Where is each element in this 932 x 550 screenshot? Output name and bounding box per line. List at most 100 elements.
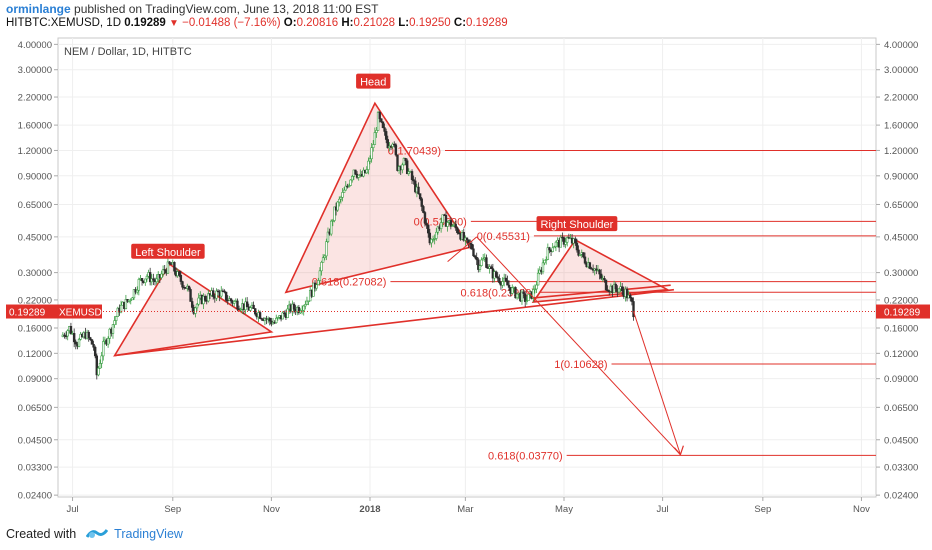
pattern-label-text: Left Shoulder xyxy=(135,247,201,259)
open-value: 0.20816 xyxy=(296,17,339,29)
candle-body xyxy=(258,312,262,319)
candle-body xyxy=(566,237,569,243)
candle-body xyxy=(300,310,304,312)
y-tick-label-left: 0.22000 xyxy=(18,295,52,306)
candle-body xyxy=(523,293,527,302)
candle-body xyxy=(407,171,411,174)
candle-body xyxy=(625,288,629,299)
candle-body xyxy=(275,317,278,323)
candle-body xyxy=(321,257,325,263)
candle-body xyxy=(632,301,635,318)
y-tick-label-right: 0.90000 xyxy=(884,171,918,182)
candle-body xyxy=(469,242,472,245)
candle-body xyxy=(317,280,320,286)
candle-body xyxy=(64,335,68,338)
candle-body xyxy=(370,147,373,160)
candle-body xyxy=(292,303,296,310)
candle-body xyxy=(144,278,147,283)
created-with-text: Created with xyxy=(6,527,77,541)
candle-body xyxy=(119,304,123,313)
candle-body xyxy=(559,236,562,248)
last-price: 0.19289 xyxy=(124,17,166,29)
candle-body xyxy=(347,185,351,187)
candle-body xyxy=(481,258,485,261)
candle-body xyxy=(281,312,284,320)
candle-body xyxy=(599,273,603,279)
author-name[interactable]: orminlange xyxy=(6,2,71,16)
candle-body xyxy=(179,274,183,282)
neckline xyxy=(114,288,675,357)
candle-body xyxy=(333,206,336,221)
candle-body xyxy=(236,300,239,310)
candle-body xyxy=(173,262,176,272)
chart-title: NEM / Dollar, 1D, HITBTC xyxy=(64,46,192,58)
y-tick-label-right: 0.65000 xyxy=(884,200,918,211)
candle-body xyxy=(97,367,100,376)
candle-body xyxy=(427,224,430,234)
candle-body xyxy=(606,289,609,292)
tradingview-logo-icon[interactable] xyxy=(85,527,108,542)
price-tag-right xyxy=(876,304,930,319)
candle-body xyxy=(224,291,228,301)
price-tag-left xyxy=(6,304,102,319)
y-tick-label-right: 3.00000 xyxy=(884,65,918,76)
candle-body xyxy=(349,179,352,186)
candle-body xyxy=(312,282,315,297)
candle-body xyxy=(233,300,236,304)
candle-body xyxy=(168,261,171,265)
y-tick-label-left: 0.30000 xyxy=(18,268,52,279)
candle-body xyxy=(462,232,465,241)
candle-body xyxy=(320,261,323,272)
candle-body xyxy=(433,238,436,240)
candle-body xyxy=(404,158,407,162)
candle-body xyxy=(490,266,493,269)
candle-body xyxy=(152,278,155,281)
candle-body xyxy=(617,288,621,293)
candle-body xyxy=(111,324,115,334)
low-value: 0.19250 xyxy=(409,17,451,29)
price-change: −0.01488 (−7.16%) xyxy=(182,17,281,29)
y-tick-label-left: 0.45000 xyxy=(18,232,52,243)
candle-body xyxy=(286,308,289,319)
candle-body xyxy=(276,316,280,319)
candle-body xyxy=(114,316,118,321)
y-tick-label-right: 0.22000 xyxy=(884,295,918,306)
candle-body xyxy=(439,222,443,230)
candle-body xyxy=(551,247,554,252)
low-label: L: xyxy=(398,17,410,29)
y-tick-label-left: 1.20000 xyxy=(18,146,52,157)
candle-body xyxy=(336,201,339,211)
candle-body xyxy=(454,223,457,229)
y-tick-label-left: 3.00000 xyxy=(18,65,52,76)
y-tick-label-right: 0.03300 xyxy=(884,463,918,474)
y-tick-label-right: 0.06500 xyxy=(884,403,918,414)
candle-body xyxy=(532,289,535,299)
candle-body xyxy=(203,295,207,301)
candle-body xyxy=(136,289,139,293)
candle-body xyxy=(494,271,498,277)
candle-body xyxy=(515,293,519,299)
y-tick-label-left: 0.65000 xyxy=(18,200,52,211)
candle-body xyxy=(394,144,398,156)
y-tick-label-left: 0.04500 xyxy=(18,435,52,446)
candle-body xyxy=(207,293,210,302)
candle-body xyxy=(541,262,545,273)
candle-body xyxy=(603,277,606,281)
candle-body xyxy=(414,180,417,193)
candle-body xyxy=(475,257,478,261)
candle-body xyxy=(630,297,634,302)
candle-body xyxy=(470,243,474,250)
candle-body xyxy=(604,279,608,291)
candle-body xyxy=(375,130,378,133)
candle-body xyxy=(160,273,163,278)
candle-body xyxy=(514,287,517,299)
candle-body xyxy=(195,303,199,309)
candle-body xyxy=(575,242,579,251)
candle-body xyxy=(315,284,318,289)
candle-body xyxy=(98,363,102,369)
candle-body xyxy=(163,269,166,271)
tradingview-brand[interactable]: TradingView xyxy=(114,527,183,541)
candle-body xyxy=(268,317,271,322)
candle-body xyxy=(417,186,420,194)
